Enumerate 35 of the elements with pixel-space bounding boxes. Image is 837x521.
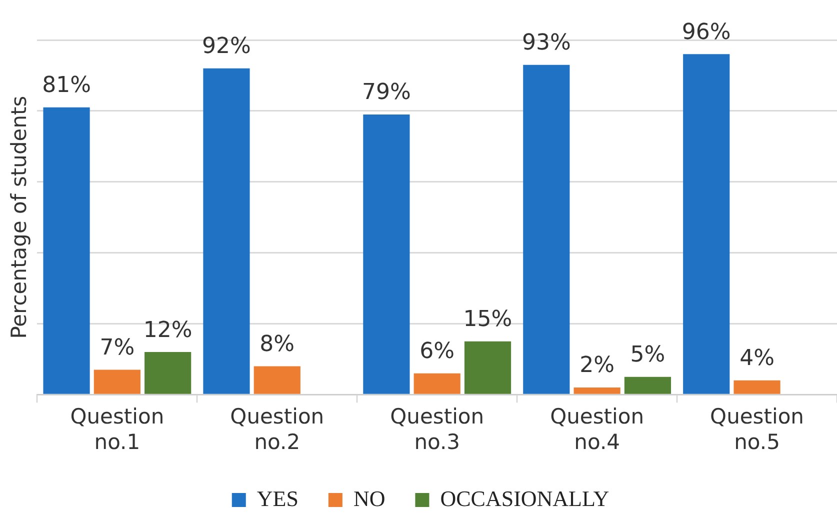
x-tick-label: Question no.4 xyxy=(550,404,644,454)
bar xyxy=(414,373,460,394)
legend-label: OCCASIONALLY xyxy=(440,486,610,511)
bar xyxy=(624,376,672,394)
bar xyxy=(683,54,730,394)
legend-label: YES xyxy=(256,486,298,511)
bar xyxy=(203,68,250,394)
x-tick-label: Question no.1 xyxy=(70,404,164,454)
data-label: 12% xyxy=(143,318,192,343)
data-label: 79% xyxy=(362,80,411,106)
data-label: 7% xyxy=(100,335,135,360)
bar xyxy=(254,366,300,394)
data-label: 96% xyxy=(682,20,731,45)
data-label: 15% xyxy=(463,307,512,332)
bar xyxy=(734,380,780,394)
x-tick-label: Question no.5 xyxy=(710,404,804,454)
y-axis-title: Percentage of students xyxy=(7,96,32,339)
data-label: 92% xyxy=(202,34,251,60)
bar xyxy=(144,352,192,394)
data-label: 8% xyxy=(260,332,295,357)
bar xyxy=(43,107,90,394)
data-label: 5% xyxy=(630,342,666,368)
x-tick-label: Question no.3 xyxy=(390,404,484,454)
legend-label: NO xyxy=(353,486,386,511)
data-label: 4% xyxy=(740,346,774,372)
data-label: 93% xyxy=(522,30,571,56)
x-tick-label: Question no.2 xyxy=(230,404,324,454)
bar xyxy=(574,388,620,394)
data-label: 2% xyxy=(580,353,615,378)
bar xyxy=(94,370,140,394)
data-label: 6% xyxy=(420,339,455,364)
bar xyxy=(464,341,512,394)
bar xyxy=(363,114,410,394)
bar xyxy=(523,64,570,394)
data-label: 81% xyxy=(42,73,91,98)
